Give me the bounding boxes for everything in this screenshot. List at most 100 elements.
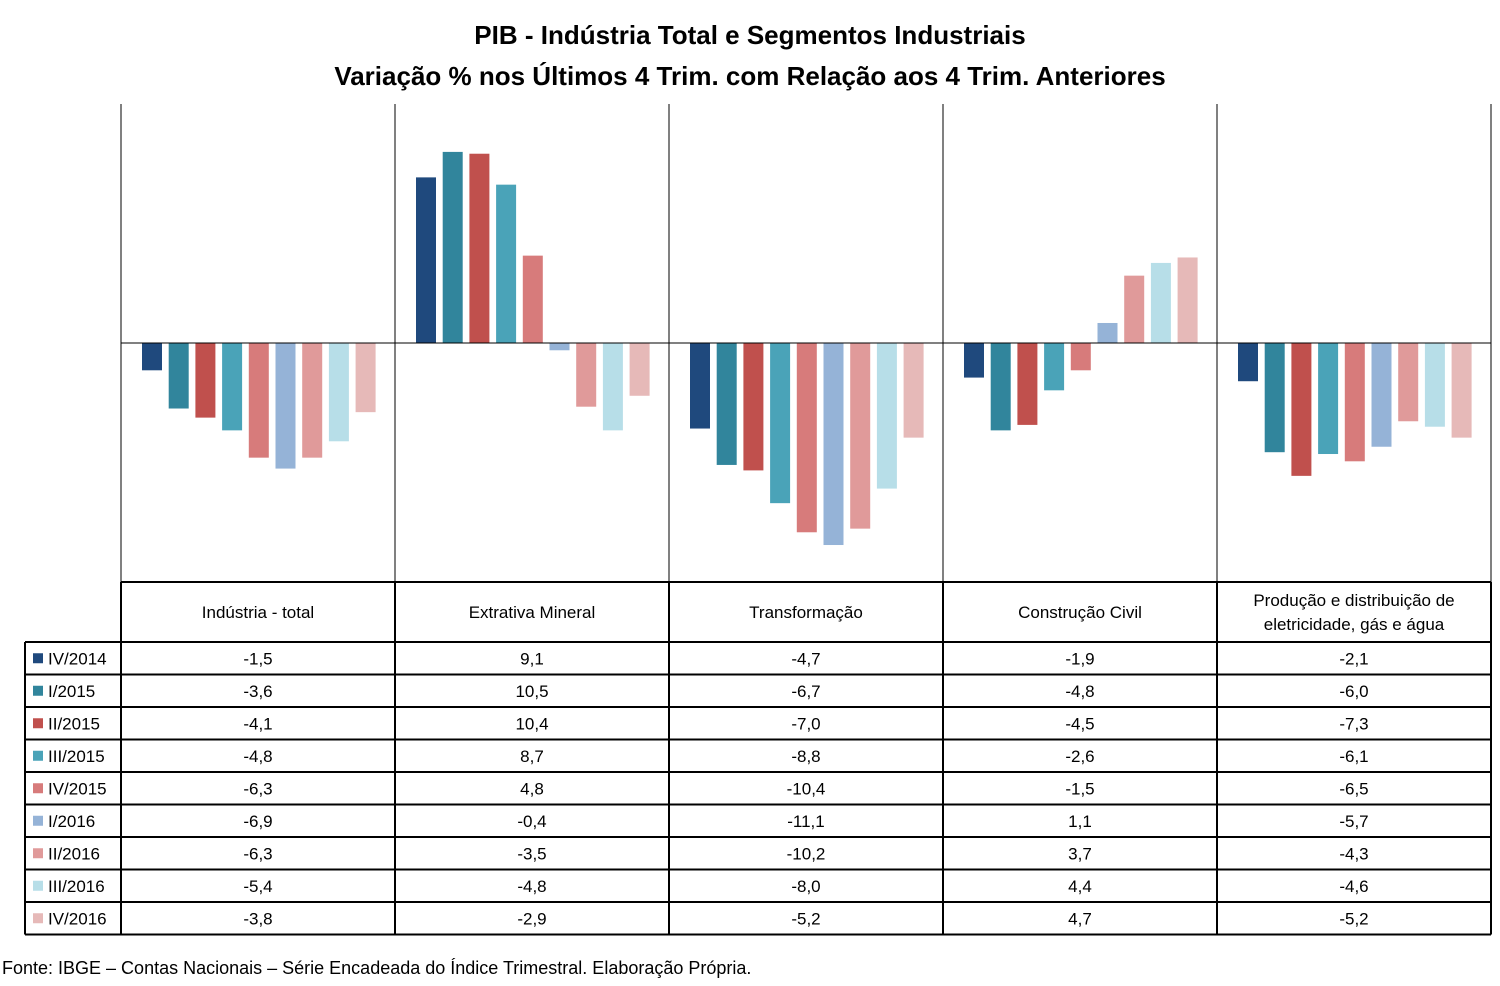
value-iii-2016-1: -5,4 <box>243 877 272 896</box>
value-iv-2016-2: -2,9 <box>517 909 546 928</box>
value-ii-2015-4: -4,5 <box>1065 714 1094 733</box>
bar-i-2016-5 <box>1371 343 1392 447</box>
value-ii-2016-2: -3,5 <box>517 844 546 863</box>
value-i-2015-4: -4,8 <box>1065 682 1094 701</box>
value-i-2016-2: -0,4 <box>517 812 546 831</box>
legend-label-iv-2015: IV/2015 <box>48 779 107 798</box>
bar-iv-2015-3 <box>796 343 817 533</box>
value-iv-2014-4: -1,9 <box>1065 649 1094 668</box>
value-iv-2015-2: 4,8 <box>520 779 544 798</box>
bar-iv-2014-5 <box>1238 343 1258 382</box>
value-iv-2014-1: -1,5 <box>243 649 272 668</box>
value-iii-2015-5: -6,1 <box>1339 747 1368 766</box>
bar-iv-2015-4 <box>1070 343 1091 371</box>
bar-i-2015-3 <box>716 343 737 465</box>
value-iii-2015-1: -4,8 <box>243 747 272 766</box>
value-i-2016-1: -6,9 <box>243 812 272 831</box>
value-ii-2016-1: -6,3 <box>243 844 272 863</box>
bar-iv-2016-4 <box>1177 257 1198 343</box>
value-ii-2015-5: -7,3 <box>1339 714 1368 733</box>
value-iv-2015-5: -6,5 <box>1339 779 1368 798</box>
value-ii-2016-4: 3,7 <box>1068 844 1092 863</box>
value-ii-2016-5: -4,3 <box>1339 844 1368 863</box>
bar-iv-2016-5 <box>1451 343 1472 438</box>
legend-swatch-iii-2015 <box>33 750 43 761</box>
bar-iv-2014-1 <box>142 343 162 371</box>
bar-iii-2015-1 <box>222 343 243 431</box>
bar-iv-2016-1 <box>355 343 376 413</box>
bar-i-2016-4 <box>1097 322 1118 343</box>
bar-i-2015-4 <box>990 343 1011 431</box>
value-iii-2015-4: -2,6 <box>1065 747 1094 766</box>
chart-subtitle: Variação % nos Últimos 4 Trim. com Relaç… <box>334 61 1166 91</box>
bar-iii-2015-3 <box>770 343 791 504</box>
value-ii-2015-2: 10,4 <box>515 714 548 733</box>
bar-ii-2015-5 <box>1291 343 1312 476</box>
bar-iii-2016-2 <box>602 343 623 431</box>
value-ii-2015-3: -7,0 <box>791 714 820 733</box>
category-label-5: Produção e distribuição de eletricidade, … <box>1253 591 1454 634</box>
bar-iv-2016-3 <box>903 343 924 438</box>
value-iii-2016-3: -8,0 <box>791 877 820 896</box>
value-iii-2015-2: 8,7 <box>520 747 544 766</box>
bar-iv-2014-2 <box>416 177 436 343</box>
value-iv-2015-1: -6,3 <box>243 779 272 798</box>
value-iii-2016-5: -4,6 <box>1339 877 1368 896</box>
legend-label-iii-2015: III/2015 <box>48 747 105 766</box>
chart-title: PIB - Indústria Total e Segmentos Indust… <box>474 20 1026 50</box>
legend-label-ii-2016: II/2016 <box>48 844 100 863</box>
legend-label-iii-2016: III/2016 <box>48 877 105 896</box>
value-iv-2016-1: -3,8 <box>243 909 272 928</box>
bar-iv-2015-1 <box>248 343 269 458</box>
legend-label-i-2016: I/2016 <box>48 812 95 831</box>
legend-swatch-ii-2015 <box>33 718 43 729</box>
value-iv-2014-3: -4,7 <box>791 649 820 668</box>
bar-ii-2016-5 <box>1398 343 1419 422</box>
bar-i-2015-2 <box>442 151 463 343</box>
value-iv-2016-4: 4,7 <box>1068 909 1092 928</box>
bar-iv-2015-2 <box>522 255 543 343</box>
bar-iv-2016-2 <box>629 343 650 396</box>
bar-i-2016-1 <box>275 343 296 469</box>
legend-label-ii-2015: II/2015 <box>48 714 100 733</box>
legend-label-i-2015: I/2015 <box>48 682 95 701</box>
bar-iii-2015-5 <box>1318 343 1339 455</box>
bar-ii-2015-4 <box>1017 343 1038 425</box>
category-label-2: Extrativa Mineral <box>469 603 596 622</box>
legend-swatch-iii-2016 <box>33 880 43 891</box>
bar-i-2015-5 <box>1264 343 1285 453</box>
bar-ii-2015-1 <box>195 343 216 418</box>
category-label-4: Construção Civil <box>1018 603 1142 622</box>
bar-ii-2015-2 <box>469 153 490 343</box>
value-iv-2014-2: 9,1 <box>520 649 544 668</box>
bar-iii-2015-4 <box>1044 343 1065 391</box>
value-ii-2016-3: -10,2 <box>787 844 826 863</box>
legend-swatch-i-2016 <box>33 815 43 826</box>
value-iii-2016-4: 4,4 <box>1068 877 1092 896</box>
bar-ii-2016-4 <box>1124 275 1145 343</box>
value-i-2015-5: -6,0 <box>1339 682 1368 701</box>
value-i-2016-5: -5,7 <box>1339 812 1368 831</box>
source-note: Fonte: IBGE – Contas Nacionais – Série E… <box>2 958 752 978</box>
category-label-3: Transformação <box>749 603 863 622</box>
bar-iv-2015-5 <box>1344 343 1365 462</box>
legend-swatch-i-2015 <box>33 685 43 696</box>
legend-swatch-ii-2016 <box>33 848 43 859</box>
value-iv-2014-5: -2,1 <box>1339 649 1368 668</box>
bar-iii-2016-1 <box>328 343 349 442</box>
value-i-2015-2: 10,5 <box>515 682 548 701</box>
legend-swatch-iv-2015 <box>33 783 43 794</box>
bar-iv-2014-4 <box>964 343 984 378</box>
value-ii-2015-1: -4,1 <box>243 714 272 733</box>
value-iii-2016-2: -4,8 <box>517 877 546 896</box>
value-iii-2015-3: -8,8 <box>791 747 820 766</box>
category-label-1: Indústria - total <box>202 603 314 622</box>
bar-iii-2016-5 <box>1424 343 1445 427</box>
value-iv-2016-3: -5,2 <box>791 909 820 928</box>
bar-ii-2016-3 <box>850 343 871 529</box>
bar-iii-2016-3 <box>876 343 897 489</box>
bar-iv-2014-3 <box>690 343 710 429</box>
value-iv-2016-5: -5,2 <box>1339 909 1368 928</box>
value-i-2015-1: -3,6 <box>243 682 272 701</box>
